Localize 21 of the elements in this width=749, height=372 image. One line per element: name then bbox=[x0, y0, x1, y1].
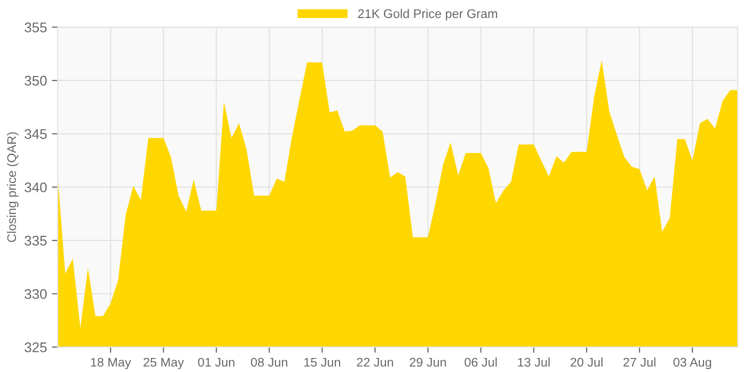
y-tick-label: 325 bbox=[24, 342, 47, 352]
y-tick-label: 340 bbox=[24, 182, 47, 192]
y-axis-title: Closing price (QAR) bbox=[6, 132, 19, 242]
x-tick-label: 25 May bbox=[144, 358, 184, 370]
x-tick-label: 29 Jun bbox=[410, 358, 446, 367]
y-tick-label: 350 bbox=[24, 76, 47, 86]
x-tick-label: 08 Jun bbox=[250, 358, 288, 367]
y-tick-label: 335 bbox=[24, 236, 47, 246]
y-tick-label: 330 bbox=[24, 289, 47, 299]
x-tick-label: 20 Jul bbox=[570, 357, 602, 367]
y-tick-label: 345 bbox=[24, 129, 47, 139]
x-tick-label: 06 Jul bbox=[464, 357, 497, 367]
x-tick-label: 13 Jul bbox=[518, 357, 550, 367]
x-tick-label: 27 Jul bbox=[623, 357, 656, 367]
y-tick-label: 355 bbox=[24, 22, 47, 32]
x-tick-label: 15 Jun bbox=[304, 358, 340, 367]
legend-label: 21K Gold Price per Gram bbox=[358, 8, 498, 21]
x-tick-label: 01 Jun bbox=[198, 358, 234, 367]
x-tick-label: 03 Aug bbox=[673, 358, 712, 370]
x-tick-label: 18 May bbox=[91, 358, 132, 370]
x-tick-label: 22 Jun bbox=[356, 358, 394, 367]
